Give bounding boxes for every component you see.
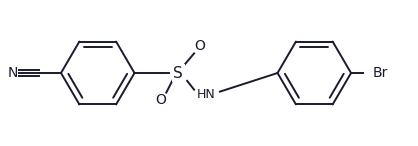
Text: O: O (155, 93, 166, 107)
Text: O: O (195, 39, 206, 53)
Text: N: N (7, 66, 18, 80)
Text: S: S (173, 66, 183, 80)
Text: HN: HN (196, 88, 215, 101)
Text: Br: Br (373, 66, 388, 80)
